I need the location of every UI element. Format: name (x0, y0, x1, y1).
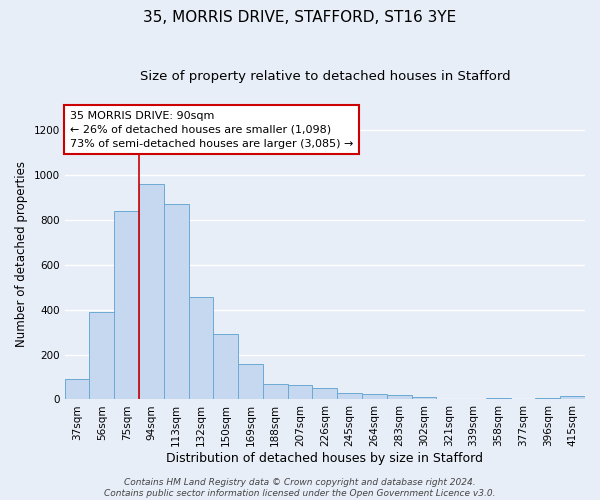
Text: 35, MORRIS DRIVE, STAFFORD, ST16 3YE: 35, MORRIS DRIVE, STAFFORD, ST16 3YE (143, 10, 457, 25)
Bar (486, 398, 511, 400)
Y-axis label: Number of detached properties: Number of detached properties (15, 160, 28, 346)
Text: Contains HM Land Registry data © Crown copyright and database right 2024.
Contai: Contains HM Land Registry data © Crown c… (104, 478, 496, 498)
Bar (287, 385, 313, 400)
Bar (535, 398, 560, 400)
Title: Size of property relative to detached houses in Stafford: Size of property relative to detached ho… (140, 70, 510, 83)
Bar (337, 392, 362, 400)
Bar (412, 397, 436, 400)
Bar (560, 396, 585, 400)
Bar (114, 211, 139, 400)
Bar (139, 184, 164, 400)
Bar (188, 298, 214, 400)
X-axis label: Distribution of detached houses by size in Stafford: Distribution of detached houses by size … (166, 452, 484, 465)
Bar (263, 384, 287, 400)
Bar (214, 334, 238, 400)
Bar (238, 364, 263, 400)
Bar (164, 204, 188, 400)
Bar (313, 388, 337, 400)
Bar (89, 312, 114, 400)
Bar (387, 396, 412, 400)
Bar (362, 394, 387, 400)
Bar (65, 380, 89, 400)
Text: 35 MORRIS DRIVE: 90sqm
← 26% of detached houses are smaller (1,098)
73% of semi-: 35 MORRIS DRIVE: 90sqm ← 26% of detached… (70, 110, 353, 148)
